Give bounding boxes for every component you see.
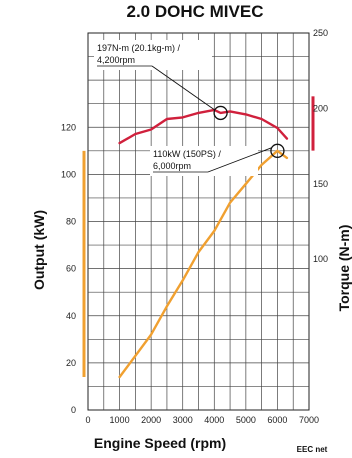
- y-right-tick-label: 100: [313, 254, 328, 264]
- series-line-output: [118, 149, 289, 379]
- annotation-box: [94, 40, 212, 70]
- x-tick-label: 3000: [173, 415, 193, 425]
- x-tick-label: 6000: [267, 415, 287, 425]
- tick-labels: 0 1000 2000 3000 4000 5000 6000 7000 0 20 40 60 80 10…: [61, 28, 328, 425]
- x-tick-label: 0: [85, 415, 90, 425]
- x-tick-label: 1000: [110, 415, 130, 425]
- x-axis-label: Engine Speed (rpm): [94, 435, 226, 451]
- y-left-tick-label: 60: [66, 264, 76, 274]
- y-left-tick-label: 40: [66, 311, 76, 321]
- y-left-tick-label: 20: [66, 358, 76, 368]
- annotation-line2: 4,200rpm: [97, 55, 135, 65]
- y-axis-label-right: Torque (N-m): [336, 225, 352, 312]
- annotation-marker: [213, 105, 228, 121]
- annotation-line2: 6,000rpm: [153, 161, 191, 171]
- y-left-tick-label: 120: [61, 122, 76, 132]
- annotation-marker: [270, 143, 285, 158]
- y-right-tick-label: 150: [313, 179, 328, 189]
- y-left-tick-label: 80: [66, 217, 76, 227]
- y-left-tick-label: 0: [71, 405, 76, 415]
- x-tick-label: 7000: [299, 415, 319, 425]
- grid: [87, 32, 310, 411]
- y-axis-label-left: Output (kW): [31, 210, 47, 290]
- annotation-leader: [151, 65, 215, 111]
- x-tick-label: 5000: [236, 415, 256, 425]
- annotation-leader: [207, 147, 272, 173]
- y-right-tick-label: 250: [313, 28, 328, 38]
- chart-title: 2.0 DOHC MIVEC: [126, 2, 264, 21]
- annotation-line1: 197N-m (20.1kg-m) /: [97, 43, 181, 53]
- annotation-box: [150, 146, 258, 176]
- credit-text: EEC net: [297, 445, 328, 454]
- x-tick-label: 4000: [204, 415, 224, 425]
- annotations: 197N-m (20.1kg-m) / 4,200rpm 110kW (150PS)…: [94, 40, 285, 176]
- x-tick-label: 2000: [141, 415, 161, 425]
- annotation-line1: 110kW (150PS) /: [153, 149, 221, 159]
- y-left-tick-label: 100: [61, 169, 76, 179]
- y-right-tick-label: 200: [313, 103, 328, 113]
